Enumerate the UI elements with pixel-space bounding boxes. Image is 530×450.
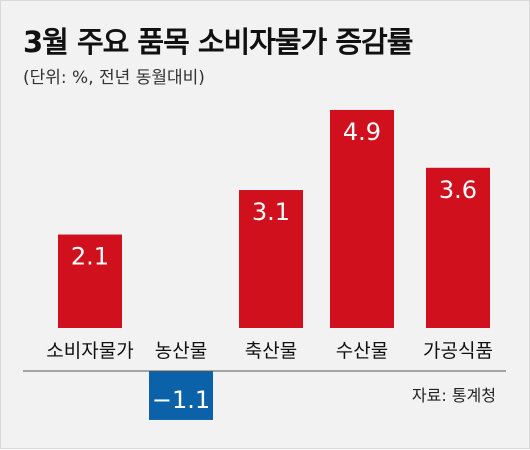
category-label-3: 축산물: [245, 340, 297, 362]
source-note: 자료: 통계청: [411, 386, 496, 405]
bars-layer: [58, 109, 490, 420]
chart-title: 3월 주요 품목 소비자물가 증감률: [23, 25, 413, 59]
bar-3: [239, 190, 303, 328]
bar-value-label-5: 3.6: [439, 176, 477, 204]
category-label-5: 가공식품: [423, 340, 493, 362]
bar-1: [58, 234, 122, 328]
category-label-2: 농산물: [155, 340, 207, 362]
category-label-1: 소비자물가: [46, 340, 133, 362]
bar-value-label-3: 3.1: [252, 198, 290, 226]
chart-subtitle: (단위: %, 전년 동월대비): [23, 68, 205, 88]
bar-value-label-1: 2.1: [71, 243, 109, 271]
labels-layer: 2.1 소비자물가 −1.1 농산물 3.1 축산물 4.9 수산물 3.6 가공식품: [46, 118, 493, 414]
bar-4: [330, 109, 394, 328]
bar-value-label-4: 4.9: [343, 118, 381, 146]
category-label-4: 수산물: [336, 340, 388, 362]
bar-2: [149, 371, 213, 420]
bar-value-label-2: −1.1: [152, 386, 210, 414]
bar-5: [426, 167, 490, 328]
